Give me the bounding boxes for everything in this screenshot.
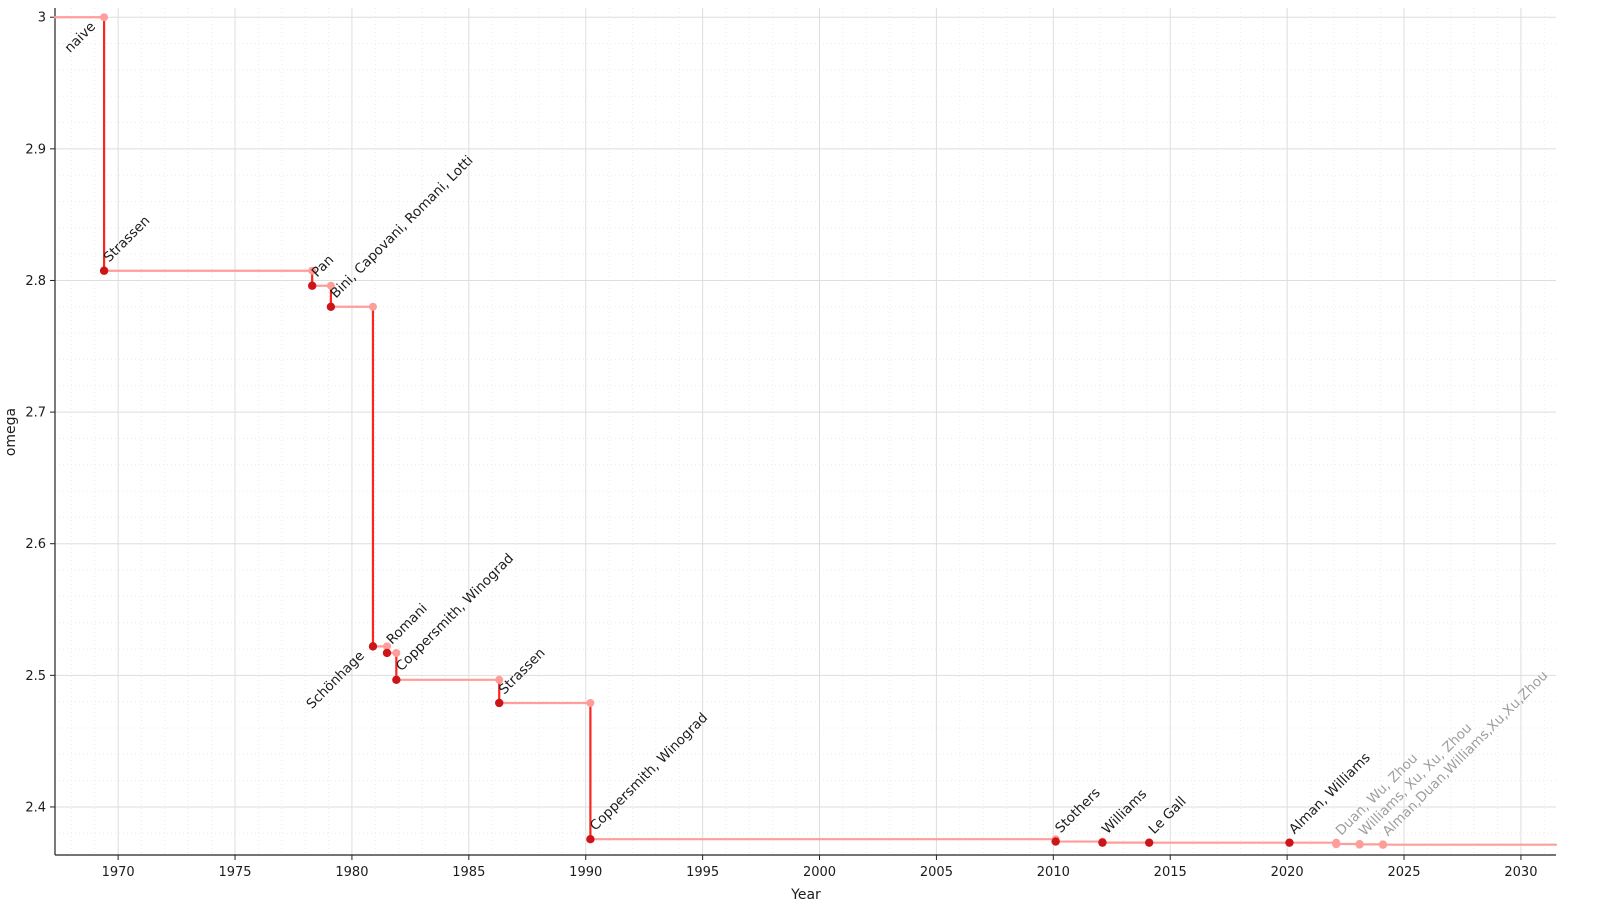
data-point-marker: [1144, 838, 1154, 847]
data-point-marker: [382, 648, 392, 658]
step-corner-marker: [326, 281, 335, 290]
x-tick-label: 1975: [218, 865, 251, 880]
x-axis-title: Year: [790, 887, 821, 903]
point-label: Schönhage: [303, 648, 367, 712]
point-label: Strassen: [101, 213, 154, 266]
y-tick-label: 2.6: [25, 537, 46, 552]
x-tick-label: 2015: [1154, 865, 1187, 880]
point-label: Strassen: [496, 645, 549, 698]
y-tick-label: 2.8: [25, 274, 46, 289]
x-tick-label: 1990: [569, 865, 602, 880]
step-corner-marker: [392, 648, 401, 657]
y-axis-title: omega: [3, 408, 19, 456]
point-label: Williams, Xu, Xu, Zhou: [1356, 720, 1475, 839]
data-point-marker: [1285, 838, 1294, 847]
x-tick-label: 2005: [920, 865, 953, 880]
axis-layer: 1970 1975 1980 1985 1990 1995 2000 2005 2010 2015…: [25, 8, 1556, 880]
x-tick-label: 1985: [452, 865, 485, 880]
data-point-marker: [1098, 838, 1107, 847]
point-label: Le Gall: [1146, 794, 1190, 838]
x-tick-label: 1970: [102, 865, 135, 880]
step-series: [53, 13, 1558, 849]
grid-layer: [55, 8, 1556, 855]
data-point-marker: [1378, 840, 1388, 849]
x-tick-label: 2025: [1387, 865, 1420, 880]
data-point-marker: [586, 835, 595, 844]
data-point-marker: [1355, 840, 1364, 849]
data-point-marker: [392, 675, 401, 685]
data-point-marker: [307, 281, 317, 290]
y-tick-label: 2.4: [25, 800, 46, 815]
point-label: Stothers: [1052, 785, 1104, 837]
x-tick-label: 1980: [335, 865, 368, 880]
point-label: Bini, Capovani, Romani, Lotti: [327, 153, 476, 302]
data-point-marker: [1332, 839, 1341, 849]
data-point-marker: [99, 266, 109, 275]
y-tick-label: 2.9: [25, 142, 46, 157]
x-tick-label: 2000: [803, 865, 836, 880]
data-point-marker: [495, 698, 504, 708]
x-tick-label: 2020: [1271, 865, 1304, 880]
step-corner-marker: [382, 642, 391, 651]
step-corner-marker: [368, 302, 377, 311]
y-tick-label: 2.5: [25, 669, 46, 684]
point-label: Williams: [1099, 786, 1150, 837]
step-corner-marker: [586, 698, 595, 707]
point-label: naive: [62, 19, 99, 56]
point-label: Coppersmith, Winograd: [587, 710, 711, 834]
x-tick-label: 2010: [1037, 865, 1070, 880]
data-point-marker: [368, 642, 378, 651]
data-point-marker: [1051, 837, 1060, 846]
x-tick-label: 2030: [1504, 865, 1537, 880]
step-corner-marker: [100, 13, 109, 22]
y-tick-label: 3: [38, 11, 46, 26]
x-tick-label: 1995: [686, 865, 719, 880]
y-tick-label: 2.7: [25, 406, 46, 421]
step-corner-marker: [495, 675, 504, 684]
data-point-marker: [326, 302, 336, 311]
step-corner-marker: [308, 266, 317, 275]
